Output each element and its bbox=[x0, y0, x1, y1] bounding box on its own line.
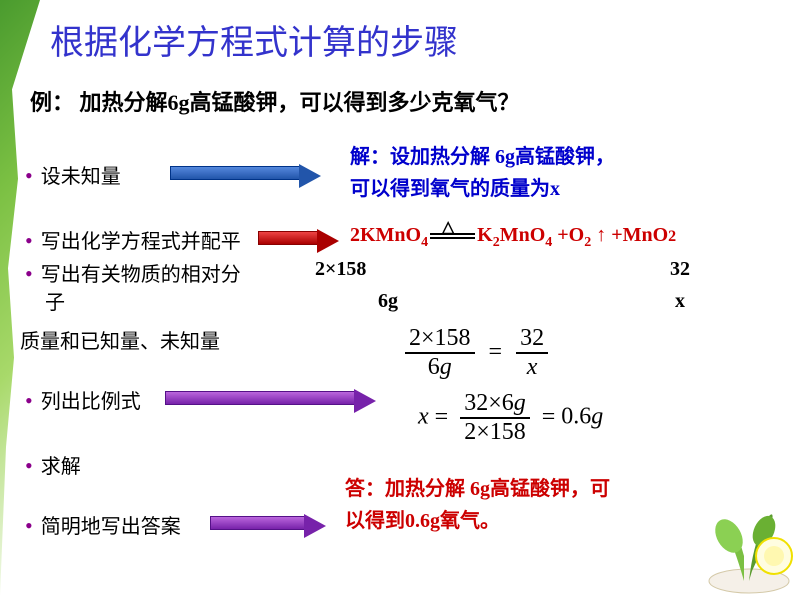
step-3b: 子 bbox=[45, 286, 65, 315]
answer-line1: 答：加热分解 6g高锰酸钾，可 bbox=[345, 472, 610, 501]
arrow-3 bbox=[165, 389, 376, 413]
bullet-icon: • bbox=[25, 453, 33, 478]
ratio-formula: 2×1586g = 32x bbox=[405, 325, 548, 381]
step-3a: • 写出有关物质的相对分 bbox=[25, 258, 241, 287]
solution-line2: 可以得到氧气的质量为x bbox=[350, 172, 560, 201]
arrow-1 bbox=[170, 164, 321, 188]
bullet-icon: • bbox=[25, 388, 33, 413]
bullet-icon: • bbox=[25, 513, 33, 538]
bullet-icon: • bbox=[25, 228, 33, 253]
answer-line2: 以得到0.6g氧气。 bbox=[345, 504, 500, 533]
arrow-2 bbox=[258, 229, 339, 253]
step-6-text: 简明地写出答案 bbox=[41, 516, 181, 538]
step-1: • 设未知量 bbox=[25, 160, 121, 189]
plant-decoration bbox=[674, 496, 794, 596]
step-2-text: 写出化学方程式并配平 bbox=[41, 231, 241, 253]
step-3a-text: 写出有关物质的相对分 bbox=[41, 264, 241, 286]
bullet-icon: • bbox=[25, 261, 33, 286]
solution-line1: 解：设加热分解 6g高锰酸钾， bbox=[350, 140, 615, 169]
step-5: • 求解 bbox=[25, 450, 81, 479]
slide-title: 根据化学方程式计算的步骤 bbox=[50, 15, 458, 64]
bullet-icon: • bbox=[25, 163, 33, 188]
given-1: 6g bbox=[378, 290, 398, 313]
mass-2: 32 bbox=[670, 258, 690, 281]
step-6: • 简明地写出答案 bbox=[25, 510, 181, 539]
chemical-equation: 2KMnO4K2MnO4 +O2 ↑ +MnO2 bbox=[350, 224, 676, 251]
step-2: • 写出化学方程式并配平 bbox=[25, 225, 241, 254]
solve-formula: x= 32×6g2×158 =0.6g bbox=[418, 390, 603, 446]
example-question: 例： 加热分解6g高锰酸钾，可以得到多少克氧气？ bbox=[30, 85, 520, 117]
step-4-text: 列出比例式 bbox=[41, 391, 141, 413]
mass-1: 2×158 bbox=[315, 258, 366, 281]
given-2: x bbox=[675, 290, 685, 313]
arrow-4 bbox=[210, 514, 326, 538]
delta-symbol: △ bbox=[442, 215, 454, 238]
step-5-text: 求解 bbox=[41, 456, 81, 478]
step-1-text: 设未知量 bbox=[41, 166, 121, 188]
step-4: • 列出比例式 bbox=[25, 385, 141, 414]
step-3c: 质量和已知量、未知量 bbox=[20, 325, 220, 354]
